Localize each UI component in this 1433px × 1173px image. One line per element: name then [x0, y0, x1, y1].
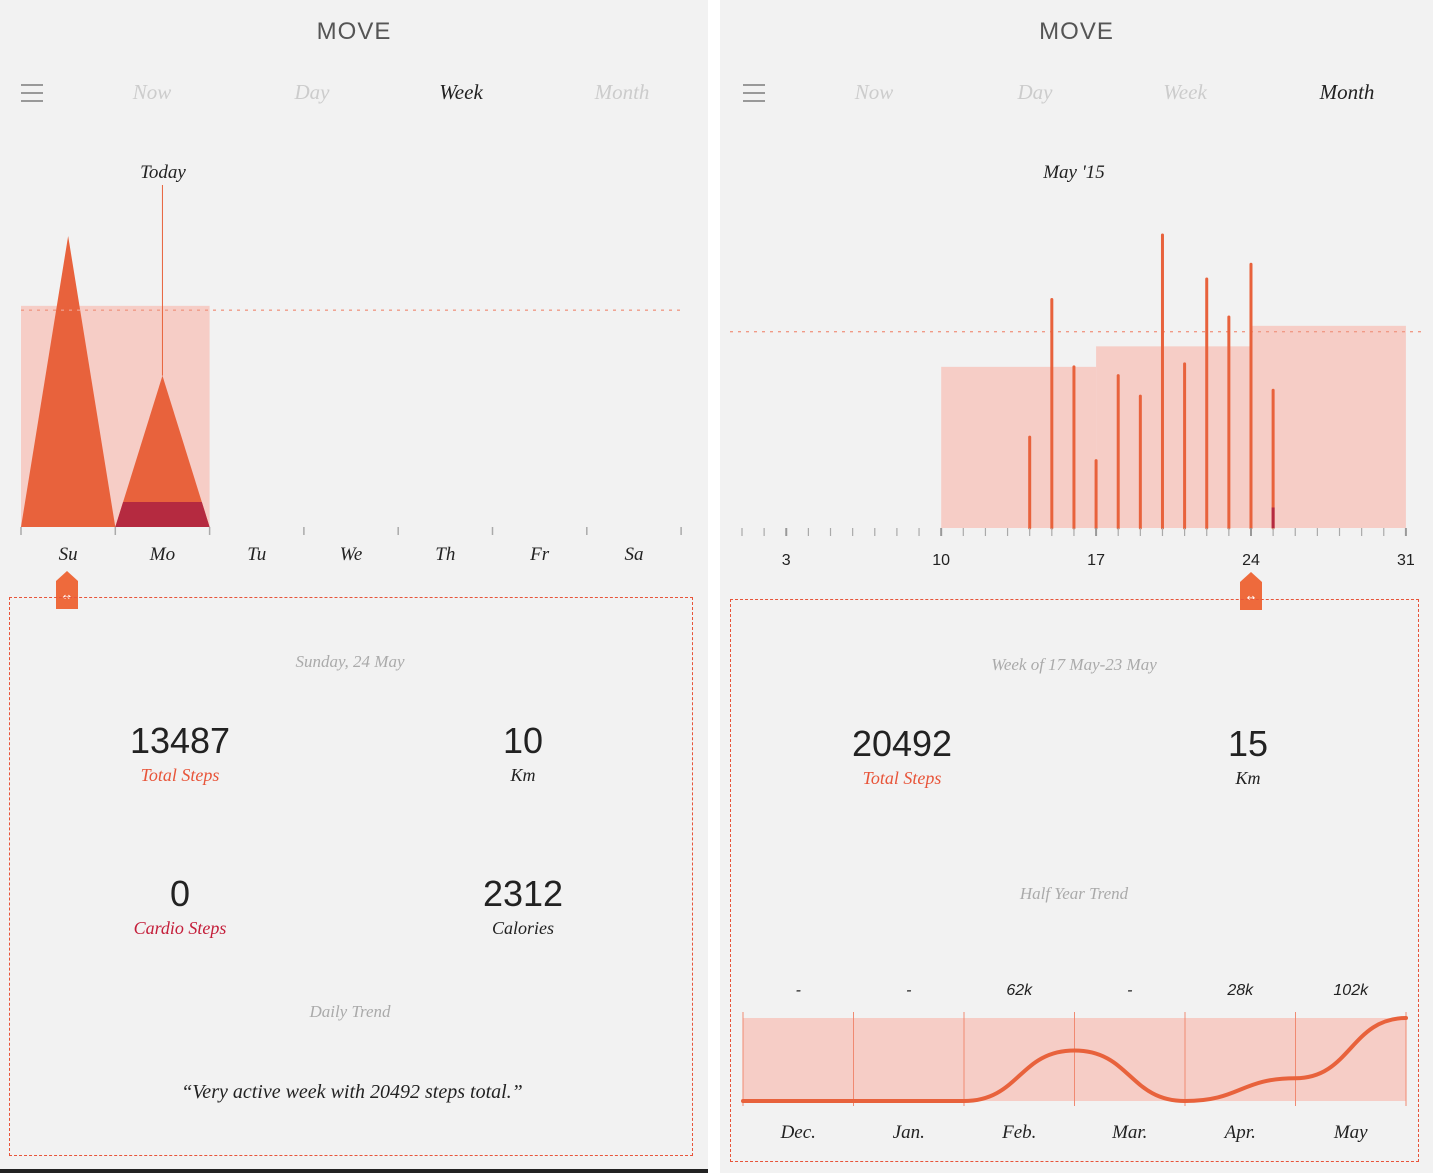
half-year-trend-title: Half Year Trend [1019, 884, 1129, 903]
axis-label-31: 31 [1396, 552, 1415, 569]
day-label-Mo: Mo [149, 544, 176, 565]
daily-trend-title: Daily Trend [309, 1002, 391, 1021]
km-value: 15 [1227, 723, 1269, 764]
app-title: MOVE [1039, 18, 1114, 45]
week-panel: MOVE Now Day Week Month Today Su Mo Tu We Th… [0, 0, 708, 1173]
day-label-Th: Th [435, 544, 456, 565]
axis-label-17: 17 [1087, 552, 1105, 569]
hamburger-icon[interactable] [743, 84, 765, 102]
total-steps-value: 20492 [851, 723, 953, 764]
trend-value: - [795, 982, 801, 999]
weekly-average-band [941, 366, 1097, 528]
week-selector-handle[interactable]: ↔ [1240, 572, 1262, 610]
trend-value: 62k [1006, 982, 1033, 999]
day-label-Sa: Sa [624, 544, 644, 565]
day-label-We: We [339, 544, 363, 565]
day-label-Tu: Tu [247, 544, 267, 565]
steps-peak-Su [21, 236, 116, 527]
tab-now[interactable]: Now [854, 80, 894, 104]
week-chart[interactable] [0, 0, 708, 600]
tab-day[interactable]: Day [1017, 80, 1053, 104]
today-label: Today [140, 162, 186, 183]
month-label: May '15 [1043, 162, 1105, 183]
day-label-Fr: Fr [530, 544, 550, 565]
detail-card [730, 599, 1419, 1162]
trend-value: - [906, 982, 912, 999]
trend-month-label: Mar. [1112, 1122, 1148, 1143]
km-value: 10 [502, 720, 544, 761]
trend-line [741, 1016, 1408, 1104]
detail-date: Sunday, 24 May [295, 652, 405, 671]
detail-card [9, 597, 693, 1156]
tab-day[interactable]: Day [294, 80, 330, 104]
trend-quote: “Very active week with 20492 steps total… [181, 1081, 523, 1103]
km-label: Km [510, 765, 536, 785]
axis-label-10: 10 [932, 552, 951, 569]
app-title: MOVE [316, 18, 392, 45]
trend-month-label: Apr. [1224, 1122, 1256, 1143]
hamburger-icon[interactable] [21, 84, 43, 102]
trend-month-label: Jan. [892, 1122, 925, 1143]
tab-week[interactable]: Week [1163, 80, 1207, 104]
tab-month[interactable]: Month [1319, 80, 1375, 104]
cardio-band-Mo [115, 501, 210, 527]
axis-label-24: 24 [1242, 552, 1260, 569]
weekly-average-band [1250, 325, 1406, 528]
detail-date: Week of 17 May-23 May [991, 655, 1157, 674]
total-steps-value: 13487 [129, 720, 231, 761]
total-steps-label: Total Steps [140, 765, 220, 785]
calories-label: Calories [491, 918, 554, 938]
calories-value: 2312 [482, 873, 564, 914]
tab-week[interactable]: Week [439, 80, 483, 104]
month-chart[interactable] [720, 0, 1433, 600]
weekly-average-band [1096, 346, 1251, 528]
total-steps-label: Total Steps [862, 768, 942, 788]
axis-label-3: 3 [781, 552, 791, 569]
cardio-steps-value: 0 [169, 873, 191, 914]
trend-value: 28k [1227, 982, 1254, 999]
day-label-Su: Su [58, 544, 78, 565]
trend-value: 102k [1333, 982, 1369, 999]
month-panel: MOVE Now Day Week Month May '15 3 10 17 24 3… [720, 0, 1433, 1173]
km-label: Km [1235, 768, 1261, 788]
cardio-steps-label: Cardio Steps [133, 918, 227, 938]
tab-now[interactable]: Now [132, 80, 172, 104]
trend-month-label: May [1333, 1122, 1368, 1143]
left-right-arrow-icon: ↔ [1246, 593, 1256, 604]
steps-peak-Mo [115, 375, 210, 527]
trend-month-label: Feb. [1002, 1122, 1037, 1143]
trend-month-label: Dec. [780, 1122, 816, 1143]
trend-value: - [1127, 982, 1133, 999]
half-year-trend-chart [741, 1012, 1408, 1106]
tab-month[interactable]: Month [594, 80, 650, 104]
